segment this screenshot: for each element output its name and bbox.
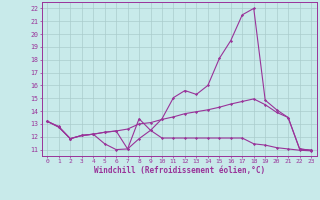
X-axis label: Windchill (Refroidissement éolien,°C): Windchill (Refroidissement éolien,°C) [94, 166, 265, 175]
